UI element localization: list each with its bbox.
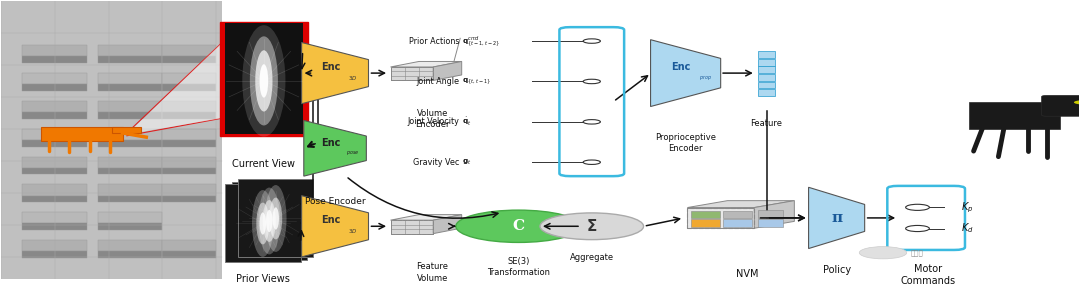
Bar bbox=[98, 84, 162, 91]
Bar bbox=[23, 129, 87, 140]
Bar bbox=[219, 21, 308, 136]
Bar bbox=[98, 240, 162, 251]
Circle shape bbox=[583, 79, 600, 84]
Bar bbox=[231, 182, 307, 260]
Text: SE(3)
Transformation: SE(3) Transformation bbox=[487, 257, 550, 277]
Bar bbox=[23, 168, 87, 175]
Bar bbox=[98, 45, 162, 56]
Ellipse shape bbox=[272, 207, 279, 230]
Polygon shape bbox=[687, 208, 754, 228]
Bar bbox=[162, 168, 216, 175]
Bar bbox=[23, 224, 87, 230]
Circle shape bbox=[583, 39, 600, 43]
Bar bbox=[23, 73, 87, 84]
Text: NVM: NVM bbox=[735, 269, 758, 280]
Text: Policy: Policy bbox=[823, 265, 851, 275]
Polygon shape bbox=[391, 215, 461, 220]
Bar bbox=[98, 168, 162, 175]
Circle shape bbox=[583, 119, 600, 124]
Bar bbox=[23, 184, 87, 196]
Text: $_{pose}$: $_{pose}$ bbox=[346, 149, 360, 157]
Bar bbox=[162, 157, 216, 168]
Bar bbox=[23, 251, 87, 258]
Text: Feature
Volume: Feature Volume bbox=[416, 262, 448, 282]
Text: Current View: Current View bbox=[232, 160, 295, 169]
Bar bbox=[758, 74, 775, 81]
Text: Gravity Vec: Gravity Vec bbox=[413, 158, 459, 167]
Bar bbox=[162, 140, 216, 147]
Text: $_{3D}$: $_{3D}$ bbox=[348, 74, 357, 83]
Bar bbox=[723, 219, 752, 227]
Polygon shape bbox=[301, 42, 368, 104]
Bar bbox=[98, 184, 162, 196]
Bar bbox=[225, 184, 300, 262]
Polygon shape bbox=[1, 1, 221, 279]
Bar bbox=[691, 219, 720, 227]
Polygon shape bbox=[650, 40, 720, 106]
Circle shape bbox=[456, 210, 581, 242]
Circle shape bbox=[906, 204, 930, 211]
Text: Prior Views: Prior Views bbox=[235, 274, 289, 284]
Bar bbox=[23, 84, 87, 91]
Text: Volume
Encoder: Volume Encoder bbox=[415, 109, 449, 129]
Text: 新智元: 新智元 bbox=[912, 249, 923, 256]
Bar bbox=[23, 112, 87, 119]
Text: Enc: Enc bbox=[321, 138, 340, 148]
Polygon shape bbox=[391, 220, 433, 234]
Bar bbox=[757, 219, 783, 226]
Bar bbox=[98, 224, 162, 230]
Text: Pose Encoder: Pose Encoder bbox=[305, 197, 365, 206]
Bar bbox=[758, 59, 775, 66]
Bar bbox=[758, 89, 775, 96]
Bar bbox=[23, 157, 87, 168]
Circle shape bbox=[583, 160, 600, 164]
Text: Joint Velocity: Joint Velocity bbox=[407, 117, 459, 126]
Bar bbox=[162, 45, 216, 56]
Ellipse shape bbox=[242, 25, 285, 137]
Text: $_{3D}$: $_{3D}$ bbox=[348, 227, 357, 236]
Ellipse shape bbox=[269, 197, 282, 239]
Bar bbox=[162, 240, 216, 251]
Polygon shape bbox=[1, 1, 221, 279]
Polygon shape bbox=[433, 61, 461, 80]
Bar bbox=[98, 73, 162, 84]
Bar bbox=[757, 210, 783, 218]
Bar bbox=[969, 102, 1059, 129]
Bar bbox=[98, 140, 162, 147]
Ellipse shape bbox=[256, 203, 269, 244]
Polygon shape bbox=[687, 201, 794, 208]
Bar bbox=[162, 184, 216, 196]
Ellipse shape bbox=[259, 64, 268, 98]
Bar bbox=[238, 180, 313, 258]
Text: Joint Angle: Joint Angle bbox=[416, 77, 459, 86]
Bar bbox=[98, 56, 162, 63]
Polygon shape bbox=[391, 61, 461, 67]
Text: Σ: Σ bbox=[586, 219, 597, 234]
Text: Enc: Enc bbox=[321, 215, 340, 225]
Text: $K_p$: $K_p$ bbox=[960, 200, 973, 215]
Circle shape bbox=[906, 225, 930, 231]
Polygon shape bbox=[303, 120, 366, 176]
Text: Motor
Commands: Motor Commands bbox=[901, 264, 956, 286]
Text: $\mathbf{q}^{cmd}_{\{t-1,t-2\}}$: $\mathbf{q}^{cmd}_{\{t-1,t-2\}}$ bbox=[462, 34, 501, 48]
Polygon shape bbox=[126, 40, 225, 134]
Bar bbox=[98, 157, 162, 168]
Bar bbox=[162, 84, 216, 91]
Text: $\dot{\mathbf{q}}_t$: $\dot{\mathbf{q}}_t$ bbox=[462, 116, 472, 128]
Polygon shape bbox=[433, 215, 461, 234]
Ellipse shape bbox=[258, 188, 280, 254]
Ellipse shape bbox=[265, 185, 286, 252]
Text: π: π bbox=[831, 211, 842, 225]
Bar bbox=[98, 112, 162, 119]
Circle shape bbox=[540, 213, 644, 240]
Bar bbox=[162, 129, 216, 140]
Polygon shape bbox=[391, 67, 433, 80]
Polygon shape bbox=[112, 127, 140, 133]
Bar bbox=[98, 129, 162, 140]
Text: Proprioceptive
Encoder: Proprioceptive Encoder bbox=[656, 133, 716, 153]
Text: $_{prop}$: $_{prop}$ bbox=[699, 74, 712, 83]
Bar bbox=[98, 212, 162, 224]
Bar bbox=[723, 211, 752, 218]
Bar bbox=[758, 66, 775, 73]
Bar bbox=[162, 251, 216, 258]
